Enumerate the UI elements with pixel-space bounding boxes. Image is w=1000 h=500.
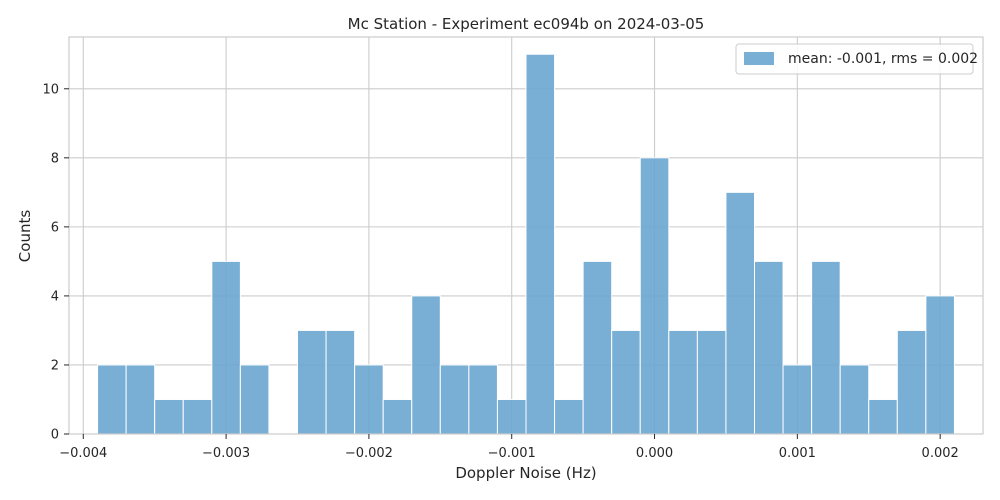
histogram-bar [525,53,556,435]
histogram-bar [411,295,441,435]
histogram-bar [439,364,470,435]
x-tick-label: −0.001 [488,446,536,461]
plot-frame [68,36,984,435]
histogram-bar [182,398,213,435]
histogram-bar [496,398,527,435]
legend-box [735,43,974,75]
histogram-bar [611,329,641,435]
histogram-bar [325,329,356,435]
histogram-bar [896,329,927,435]
y-tick-label: 4 [51,289,59,304]
y-tick-label: 2 [51,358,59,373]
histogram-bar [668,329,698,435]
x-tick-label: 0.000 [636,446,673,461]
x-tick-label: −0.003 [202,446,250,461]
y-tick-label: 10 [42,82,59,97]
histogram-bar [696,329,727,435]
histogram-bar [639,157,670,435]
histogram-bar [211,260,241,435]
histogram-bar [297,329,327,435]
x-tick-label: −0.002 [345,446,393,461]
y-tick-label: 0 [51,428,59,443]
histogram-bar [839,364,870,435]
histogram-bar [925,295,955,435]
chart-title: Mc Station - Experiment ec094b on 2024-0… [348,15,705,33]
histogram-bar [725,191,755,435]
x-tick-label: −0.004 [59,446,107,461]
x-tick-label: 0.001 [779,446,816,461]
histogram-bar [354,364,384,435]
legend-swatch [744,52,774,65]
y-tick-label: 8 [51,151,59,166]
histogram-bar [754,260,784,435]
histogram-bar [125,364,156,435]
legend: mean: -0.001, rms = 0.002 [735,43,978,75]
y-axis-label: Counts [16,210,34,263]
histogram-bar [582,260,613,435]
histogram-bar [239,364,270,435]
y-tick-label: 6 [51,220,59,235]
axis-ticks: −0.004 −0.003 −0.002 −0.001 0.000 0.001 0.002 0… [42,82,958,461]
x-tick-label: 0.002 [922,446,959,461]
histogram-bar [382,398,413,435]
x-axis-label: Doppler Noise (Hz) [455,464,596,482]
histogram-bars [97,53,955,435]
histogram-bar [468,364,498,435]
histogram-bar [154,398,184,435]
histogram-bar [97,364,127,435]
histogram-bar [554,398,584,435]
histogram-bar [811,260,841,435]
legend-label: mean: -0.001, rms = 0.002 [788,51,978,67]
histogram-bar [782,364,813,435]
histogram-bar [868,398,898,435]
